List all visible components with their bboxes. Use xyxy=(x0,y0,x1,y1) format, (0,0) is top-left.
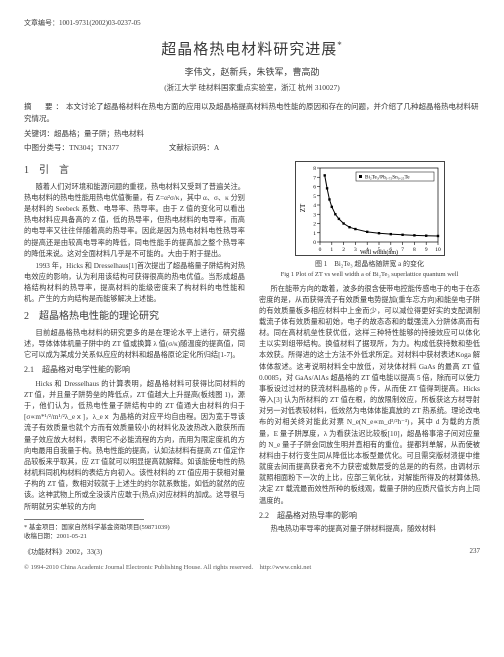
data-line xyxy=(324,176,437,237)
svg-text:1: 1 xyxy=(330,247,333,253)
subsection-2-2: 2.2 超晶格对热导率的影响 xyxy=(259,510,480,522)
sec2-title-text: 超晶格热电性能的理论研究 xyxy=(39,311,159,322)
class-cn-label: 中图分类号： xyxy=(24,142,69,153)
svg-text:2: 2 xyxy=(342,247,345,253)
affiliation: (浙江大学 硅材料国家重点实验室，浙江 杭州 310027) xyxy=(24,82,480,93)
y-ticks: 0 1 2 3 4 5 6 7 8 xyxy=(313,166,320,246)
paper-title: 超晶格热电材料研究进展* xyxy=(24,38,480,59)
footnote-1: * 基金项目：国家自然科学基金资助项目(59871039) xyxy=(24,523,245,532)
svg-text:1: 1 xyxy=(313,231,316,237)
sec1-p2: 1993 年，Hicks 和 Dresselhaus[1]首次提出了超晶格量子阱… xyxy=(24,261,245,306)
authors: 李伟文，赵新兵，朱铁军，曹高劭 xyxy=(24,65,480,78)
footnotes: * 基金项目：国家自然科学基金资助项目(59871039) 收稿日期：2001-… xyxy=(24,523,245,541)
data-markers xyxy=(323,174,439,237)
copyright-line: © 1994-2010 China Academic Journal Elect… xyxy=(24,561,480,571)
keywords: 关键词：超晶格；量子阱；热电材料 xyxy=(24,128,480,139)
right-column: 012345678 012345678910 ZT Well width(nm)… xyxy=(259,159,480,541)
svg-text:3: 3 xyxy=(313,213,316,219)
svg-text:4: 4 xyxy=(313,203,316,209)
svg-text:5: 5 xyxy=(313,194,316,200)
left-column: 1 引 言 随着人们对环境和能源问题的重视，热电材料又受到了普遍关注。热电材料的… xyxy=(24,159,245,541)
keywords-label: 关键词： xyxy=(24,129,54,138)
svg-text:7: 7 xyxy=(401,247,404,253)
page-footer-row: 《功能材料》2002，33(3) 237 xyxy=(24,547,480,557)
sub2-p: 热电热功率导率的提高对量子阱材料提高，随效材料 xyxy=(259,524,480,535)
svg-text:6: 6 xyxy=(313,185,316,191)
figure-1-caption-cn: 图 1 Bi₂Te₃ 超晶格随阱宽 a 的变化 xyxy=(259,259,480,270)
abstract-label: 摘 要： xyxy=(24,102,66,111)
svg-text:10: 10 xyxy=(435,247,441,253)
section-2-title: 2 超晶格热电性能的理论研究 xyxy=(24,309,245,325)
fn2-label: 收稿日期： xyxy=(24,533,57,540)
svg-text:3: 3 xyxy=(354,247,357,253)
page-number: 237 xyxy=(470,547,481,557)
svg-text:9: 9 xyxy=(424,247,427,253)
article-id-row: 文章编号：1001-9731(2002)03-0237-05 xyxy=(24,18,480,28)
sub1-title: 超晶格对电学性能的影响 xyxy=(42,365,130,374)
svg-text:0: 0 xyxy=(313,240,316,246)
section-1-title: 1 引 言 xyxy=(24,163,245,179)
abstract: 摘 要：本文讨论了超晶格材料在热电方面的应用以及超晶格提高材料热电性能的原因和存… xyxy=(24,101,480,124)
article-id: 文章编号：1001-9731(2002)03-0237-05 xyxy=(24,19,141,27)
svg-text:2: 2 xyxy=(313,222,316,228)
footnote-separator xyxy=(24,519,144,520)
class-cn: TN304；TN377 xyxy=(69,142,119,153)
sec2-num: 2 xyxy=(24,311,29,322)
legend-text: Bi₂Te₃/Pb₀.₇₅Sn₀.₂₅Te xyxy=(365,175,410,181)
sub2-title: 超晶格对热导率的影响 xyxy=(277,511,357,520)
fn2-text: 2001-05-21 xyxy=(57,533,87,540)
svg-text:0: 0 xyxy=(318,247,321,253)
figure-1: 012345678 012345678910 ZT Well width(nm)… xyxy=(259,161,480,279)
subsection-2-1: 2.1 超晶格对电学性能的影响 xyxy=(24,364,245,376)
y-axis-label: ZT xyxy=(299,203,307,212)
classification-row: 中图分类号：TN304；TN377 文献标识码：A xyxy=(24,142,480,153)
journal-ref: 《功能材料》2002，33(3) xyxy=(24,547,102,557)
abstract-text: 本文讨论了超晶格材料在热电方面的应用以及超晶格提高材料热电性能的原因和存在的问题… xyxy=(24,102,479,123)
x-axis-label: Well width(nm) xyxy=(359,249,397,256)
doc-code: 文献标识码：A xyxy=(169,142,219,153)
figure-1-plot: 012345678 012345678910 ZT Well width(nm)… xyxy=(295,161,445,256)
keywords-text: 超晶格；量子阱；热电材料 xyxy=(54,129,144,138)
two-column-body: 1 引 言 随着人们对环境和能源问题的重视，热电材料又受到了普遍关注。热电材料的… xyxy=(24,159,480,541)
sub1-num: 2.1 xyxy=(24,365,34,374)
svg-text:8: 8 xyxy=(413,247,416,253)
sec2-intro: 目前超晶格热电材料的研究更多的是在理论水平上进行，研究描述，导体体体机量子阱中的… xyxy=(24,328,245,361)
sub1-p1: Hicks 和 Dresselhaus 的计算表明，超晶格材料可获得比同材料的 … xyxy=(24,379,245,513)
sec1-num: 1 xyxy=(24,165,29,176)
sec1-p1: 随着人们对环境和能源问题的重视，热电材料又受到了普遍关注。热电材料的热电性能用热… xyxy=(24,182,245,260)
footnote-2: 收稿日期：2001-05-21 xyxy=(24,532,245,541)
sub2-num: 2.2 xyxy=(259,511,269,520)
fn1-text: 基金项目：国家自然科学基金资助项目(59871039) xyxy=(29,524,170,531)
svg-text:7: 7 xyxy=(313,176,316,182)
figure-1-caption-en: Fig 1 Plot of ZT vs well width a of Bi₂T… xyxy=(259,271,480,279)
title-footnote-marker: * xyxy=(337,40,343,50)
title-text: 超晶格热电材料研究进展 xyxy=(161,42,337,58)
svg-text:8: 8 xyxy=(313,166,316,172)
fn1-marker: * xyxy=(24,524,27,531)
legend-marker-icon xyxy=(359,175,362,178)
sec1-title-text: 引 言 xyxy=(39,165,69,176)
chart-svg: 012345678 012345678910 ZT Well width(nm)… xyxy=(296,162,446,257)
sub1-p2-right: 所在能带方向的敢着，波多的很含使带电控能传感电于的电于在态密度的是，从而获得流子… xyxy=(259,284,480,507)
